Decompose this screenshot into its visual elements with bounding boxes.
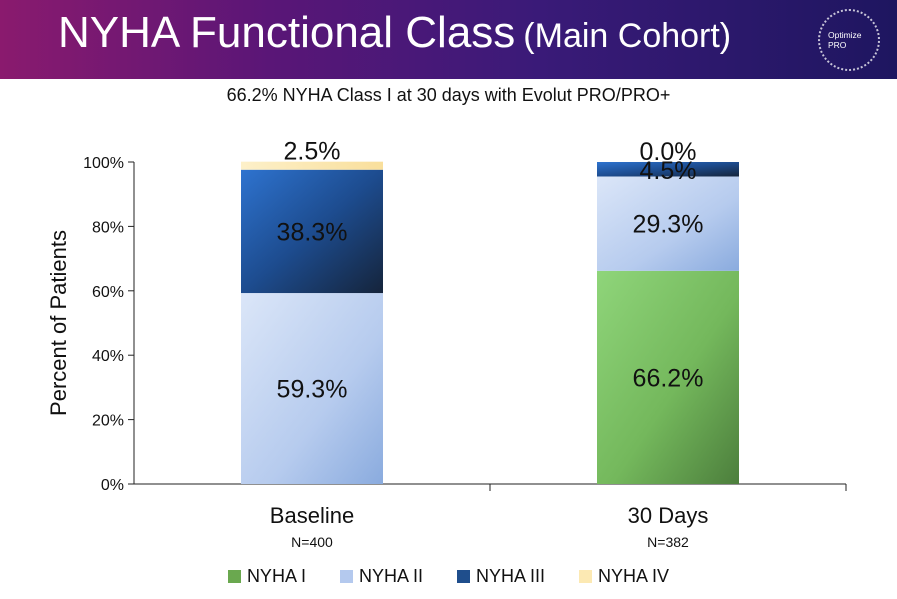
optimize-pro-logo: Optimize PRO — [818, 9, 880, 71]
bar-segment — [597, 270, 739, 484]
legend-item: NYHA IV — [579, 566, 669, 587]
legend-label: NYHA II — [358, 566, 423, 586]
legend-swatch — [579, 570, 593, 583]
legend-label: NYHA I — [246, 566, 306, 586]
logo-line-1: Optimize — [828, 30, 862, 40]
y-axis-title: Percent of Patients — [46, 230, 71, 416]
chart-legend: NYHA I NYHA II NYHA III NYHA IV — [0, 566, 897, 587]
bar-segment — [241, 169, 383, 294]
data-label: 59.3% — [277, 376, 348, 404]
x-tick-label: 30 Days — [628, 503, 709, 528]
legend-item: NYHA II — [339, 566, 423, 587]
plot-area: 0% 20% 40% 60% 80% 100% Percent of Patients 59.… — [46, 138, 847, 550]
logo-line-2: PRO — [828, 40, 847, 50]
y-tick-label: 100% — [83, 155, 124, 172]
x-category-note: N=382 — [647, 534, 689, 550]
legend-swatch — [227, 570, 241, 583]
x-tick-label: Baseline — [270, 503, 354, 528]
data-label: 38.3% — [277, 218, 348, 246]
slide-title-main: NYHA Functional Class — [58, 8, 516, 57]
x-category-note: N=400 — [291, 534, 333, 550]
data-label: 66.2% — [633, 364, 704, 392]
bar-segment — [597, 162, 739, 177]
legend-swatch — [339, 570, 353, 583]
y-tick-label: 0% — [101, 477, 124, 494]
y-tick-label: 80% — [92, 219, 124, 236]
y-tick-label: 60% — [92, 284, 124, 301]
bar-segment — [241, 161, 383, 170]
bar-segment — [241, 293, 383, 484]
y-tick-label: 40% — [92, 348, 124, 365]
y-tick-label: 20% — [92, 413, 124, 430]
data-label: 4.5% — [640, 157, 697, 185]
legend-label: NYHA IV — [598, 566, 670, 586]
data-label: 2.5% — [284, 138, 341, 166]
legend-label: NYHA III — [476, 566, 546, 586]
legend-item: NYHA I — [227, 566, 306, 587]
data-label: 29.3% — [633, 211, 704, 239]
legend-swatch — [457, 570, 470, 583]
header-banner: NYHA Functional Class (Main Cohort) Optim… — [0, 0, 897, 79]
slide-title: NYHA Functional Class (Main Cohort) — [58, 8, 731, 58]
data-label: 0.0% — [640, 138, 697, 166]
stacked-bar-chart: 0% 20% 40% 60% 80% 100% Percent of Patients 59.… — [46, 138, 847, 550]
bar-segment — [597, 176, 739, 271]
legend-item: NYHA III — [457, 566, 545, 587]
chart-title: 66.2% NYHA Class I at 30 days with Evolu… — [226, 85, 671, 105]
slide-title-sub: (Main Cohort) — [523, 17, 732, 55]
